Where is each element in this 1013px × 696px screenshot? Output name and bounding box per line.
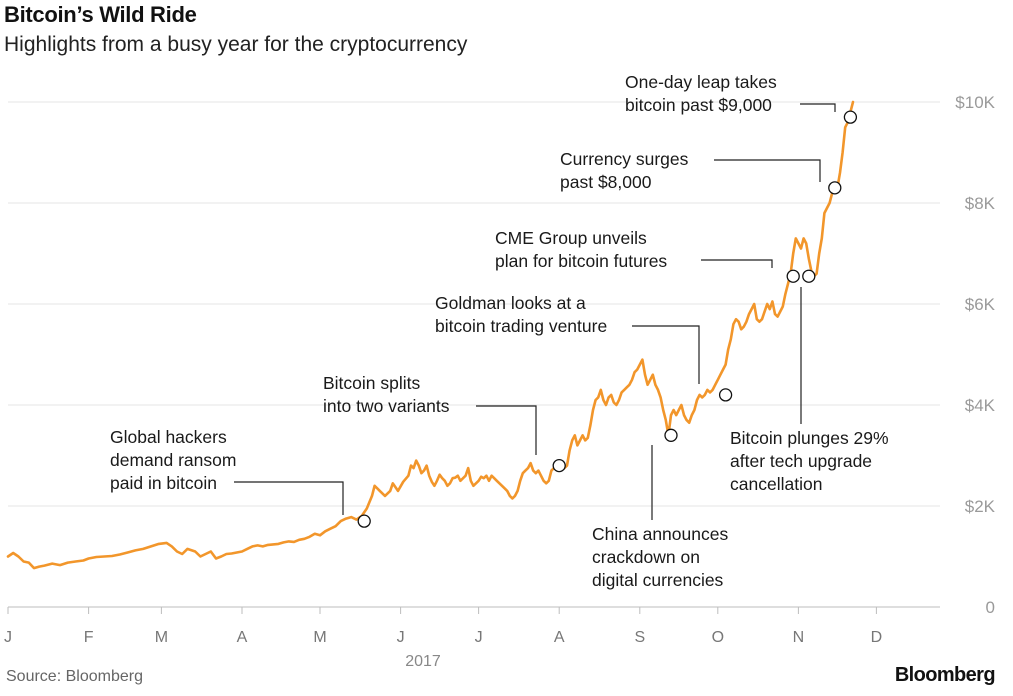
y-axis-ticks: 0 $2K $4K $6K $8K $10K — [955, 93, 995, 617]
annotation-text: CME Group unveils — [495, 228, 647, 248]
leader-line — [234, 481, 344, 515]
x-tick-label: N — [793, 629, 805, 646]
annotation-text: China announces — [592, 524, 728, 544]
y-tick-label: $6K — [965, 295, 996, 314]
y-tick-label: 0 — [986, 598, 995, 617]
event-marker — [718, 388, 733, 402]
annotation-text: cancellation — [730, 474, 822, 494]
annotation: One-day leap takes bitcoin past $9,000 — [625, 72, 858, 124]
event-marker — [828, 181, 842, 195]
event-marker — [843, 110, 858, 124]
event-marker — [552, 458, 566, 473]
x-tick-label: M — [155, 629, 168, 646]
leader-line — [714, 159, 821, 182]
bloomberg-logo: Bloomberg — [894, 664, 996, 686]
x-tick-label: J — [475, 629, 483, 646]
grid-layer — [8, 101, 940, 608]
annotation-text: digital currencies — [592, 570, 724, 590]
annotation-text: Bitcoin splits — [323, 373, 421, 393]
annotation: Bitcoin splits into two variants — [323, 373, 566, 473]
annotation: China announces crackdown on digital curre… — [592, 428, 728, 590]
annotation-text: Global hackers — [110, 427, 227, 447]
chart-subtitle: Highlights from a busy year for the cryp… — [4, 33, 468, 56]
x-axis-label: 2017 — [405, 653, 441, 670]
annotation: Global hackers demand ransom paid in bitco… — [110, 427, 371, 528]
annotation-text: One-day leap takes — [625, 72, 777, 92]
y-tick-label: $4K — [965, 396, 996, 415]
annotation: CME Group unveils plan for bitcoin future… — [495, 228, 800, 283]
x-tick-label: M — [313, 629, 326, 646]
annotation-text: Bitcoin plunges 29% — [730, 428, 889, 448]
x-tick-label: A — [237, 629, 248, 646]
x-tick-label: S — [634, 629, 645, 646]
annotation-text: Currency surges — [560, 149, 689, 169]
x-tick-label: J — [4, 629, 12, 646]
source-note: Source: Bloomberg — [6, 668, 143, 685]
annotation-text: bitcoin trading venture — [435, 316, 607, 336]
chart-title: Bitcoin’s Wild Ride — [4, 2, 197, 27]
annotation-text: past $8,000 — [560, 172, 652, 192]
y-tick-label: $8K — [965, 194, 996, 213]
annotation: Bitcoin plunges 29% after tech upgrade can… — [730, 269, 889, 494]
leader-line — [701, 259, 773, 268]
annotation-text: after tech upgrade — [730, 451, 872, 471]
x-tick-label: O — [712, 629, 724, 646]
x-tick-label: A — [554, 629, 565, 646]
annotation-text: into two variants — [323, 396, 450, 416]
annotation-text: paid in bitcoin — [110, 473, 217, 493]
annotation-text: crackdown on — [592, 547, 700, 567]
y-tick-label: $2K — [965, 497, 996, 516]
x-tick-label: D — [871, 629, 883, 646]
x-tick-label: J — [397, 629, 405, 646]
event-marker — [357, 514, 371, 528]
annotation-text: plan for bitcoin futures — [495, 251, 667, 271]
series-layer — [6, 100, 855, 570]
x-tick-label: F — [84, 629, 94, 646]
event-marker — [786, 269, 800, 283]
leader-line — [476, 405, 537, 455]
event-marker — [664, 428, 678, 442]
event-marker — [802, 269, 816, 283]
leader-line — [632, 325, 700, 384]
annotation-text: Goldman looks at a — [435, 293, 586, 313]
annotation-text: demand ransom — [110, 450, 236, 470]
price-line — [6, 100, 855, 570]
leader-line — [800, 103, 836, 112]
annotation: Goldman looks at a bitcoin trading ventur… — [435, 293, 733, 402]
annotation-layer: Global hackers demand ransom paid in bitco… — [110, 72, 889, 590]
annotation-text: bitcoin past $9,000 — [625, 95, 772, 115]
y-tick-label: $10K — [955, 93, 995, 112]
annotation: Currency surges past $8,000 — [560, 149, 842, 195]
